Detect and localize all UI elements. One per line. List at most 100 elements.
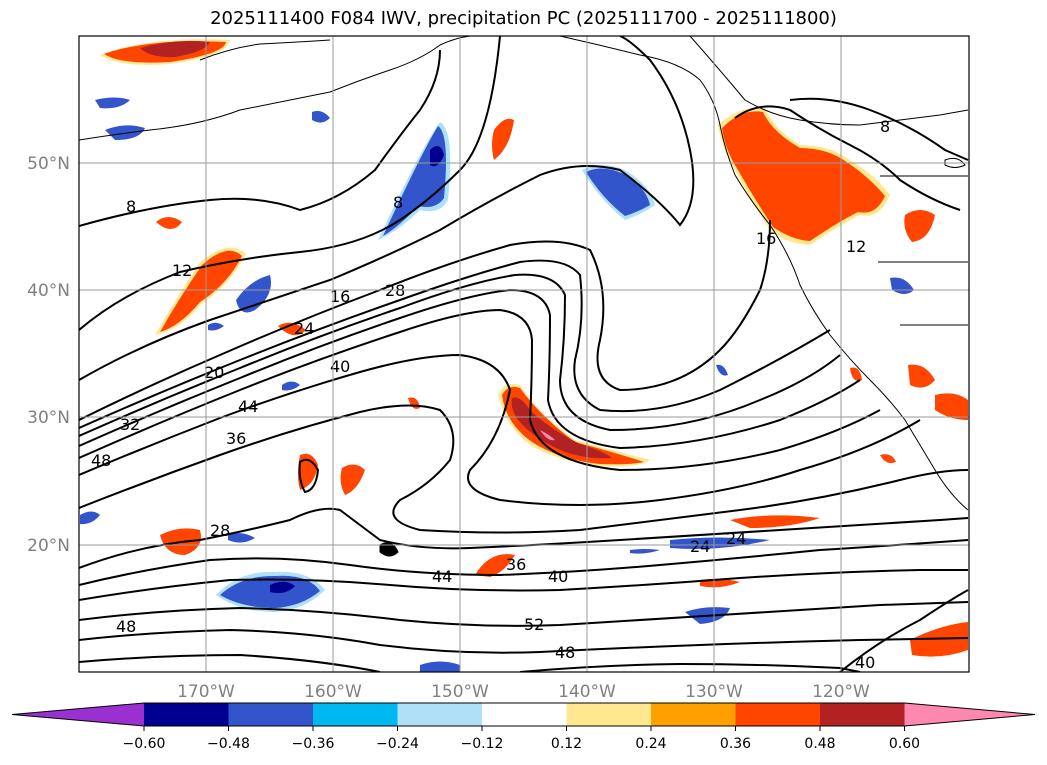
latitude-labels: 50°N 40°N 30°N 20°N bbox=[27, 154, 70, 556]
colorbar-tick-label: −0.12 bbox=[461, 736, 504, 752]
contour-label: 8 bbox=[393, 193, 403, 212]
precip-blob bbox=[160, 250, 242, 332]
lon-label: 120°W bbox=[812, 682, 870, 702]
precip-blob bbox=[722, 111, 885, 241]
contour-label: 24 bbox=[294, 319, 314, 338]
contour-label: 52 bbox=[524, 615, 544, 634]
iwv-contour bbox=[519, 662, 861, 672]
precip-blob bbox=[630, 549, 660, 554]
precip-blob bbox=[498, 383, 650, 467]
colorbar-segment bbox=[228, 703, 313, 726]
precip-blob bbox=[730, 515, 820, 528]
colorbar-tick-label: −0.36 bbox=[292, 736, 335, 752]
colorbar-extend-max bbox=[904, 703, 1035, 726]
contour-label: 8 bbox=[126, 197, 136, 216]
contour-label: 20 bbox=[204, 363, 224, 382]
precip-blob bbox=[208, 322, 224, 331]
precip-blob bbox=[156, 217, 182, 229]
contour-label: 32 bbox=[120, 415, 140, 434]
colorbar-segment bbox=[820, 703, 905, 726]
colorbar-tick-label: 0.48 bbox=[804, 736, 835, 752]
precip-blob bbox=[540, 430, 555, 441]
contour-label: 12 bbox=[172, 261, 192, 280]
contour-label: 44 bbox=[432, 567, 452, 586]
precip-blob bbox=[935, 393, 968, 420]
lat-label: 30°N bbox=[27, 408, 70, 428]
colorbar: −0.60 −0.48 −0.36 −0.24 −0.12 0.12 0.24 0.36 0.4… bbox=[11, 702, 1036, 752]
precip-blob bbox=[716, 364, 728, 376]
colorbar-tick-label: −0.60 bbox=[123, 736, 166, 752]
contour-label: 40 bbox=[330, 357, 350, 376]
contour-label: 16 bbox=[330, 287, 350, 306]
iwv-contour bbox=[79, 49, 441, 227]
lon-label: 170°W bbox=[177, 682, 235, 702]
map-title: 2025111400 F084 IWV, precipitation PC (2… bbox=[210, 8, 837, 29]
iwv-contour bbox=[298, 458, 320, 494]
longitude-labels: 170°W 160°W 150°W 140°W 130°W 120°W bbox=[177, 682, 870, 702]
contour-label: 36 bbox=[226, 429, 246, 448]
precip-blob bbox=[880, 454, 896, 464]
iwv-contour bbox=[79, 601, 969, 627]
lat-label: 20°N bbox=[27, 536, 70, 556]
iwv-contour bbox=[79, 353, 921, 506]
precip-blob bbox=[340, 464, 365, 495]
precip-blob bbox=[475, 554, 515, 577]
contour-label: 24 bbox=[690, 537, 710, 556]
precip-blob bbox=[80, 511, 100, 525]
iwv-contour bbox=[79, 404, 969, 534]
coastline bbox=[559, 36, 969, 511]
contour-label: 8 bbox=[880, 117, 890, 136]
iwv-contour bbox=[79, 259, 831, 429]
lat-label: 40°N bbox=[27, 281, 70, 301]
precip-blob bbox=[228, 533, 255, 543]
lon-label: 130°W bbox=[685, 682, 743, 702]
colorbar-tick-label: −0.48 bbox=[207, 736, 250, 752]
map-plot-area: 8 8 8 12 12 16 16 20 24 24 24 28 28 32 3… bbox=[79, 36, 969, 672]
map-background bbox=[79, 36, 969, 672]
coastline bbox=[379, 542, 399, 557]
precip-blob bbox=[270, 581, 295, 594]
coastlines bbox=[79, 36, 969, 557]
coastline bbox=[944, 157, 966, 168]
contour-label: 24 bbox=[726, 529, 746, 548]
contour-label: 48 bbox=[91, 451, 111, 470]
contour-label: 28 bbox=[210, 521, 230, 540]
precip-blob bbox=[420, 661, 460, 672]
iwv-contour bbox=[79, 36, 695, 381]
colorbar-segment bbox=[735, 703, 820, 726]
contour-label: 48 bbox=[555, 643, 575, 662]
contour-label: 36 bbox=[506, 555, 526, 574]
iwv-contour bbox=[79, 288, 861, 450]
contour-label: 40 bbox=[855, 653, 875, 672]
coastline bbox=[79, 36, 471, 141]
colorbar-tick-label: 0.24 bbox=[635, 736, 666, 752]
colorbar-segment bbox=[397, 703, 482, 726]
precip-blob bbox=[904, 210, 935, 242]
lat-label: 50°N bbox=[27, 154, 70, 174]
precip-blob bbox=[105, 125, 145, 140]
coastline bbox=[689, 36, 969, 126]
precip-blob bbox=[430, 146, 444, 167]
iwv-contour bbox=[79, 569, 968, 601]
lon-label: 160°W bbox=[304, 682, 362, 702]
precip-blob bbox=[278, 322, 306, 336]
iwv-contour bbox=[79, 628, 969, 654]
iwv-contour bbox=[79, 507, 969, 569]
lon-label: 150°W bbox=[431, 682, 489, 702]
precip-blob bbox=[850, 367, 862, 381]
colorbar-extend-min bbox=[12, 703, 144, 726]
precip-blob bbox=[312, 110, 330, 123]
iwv-contour-labels: 8 8 8 12 12 16 16 20 24 24 24 28 28 32 3… bbox=[91, 117, 890, 672]
contour-label: 40 bbox=[548, 567, 568, 586]
map-frame bbox=[78, 35, 970, 673]
iwv-contour bbox=[734, 105, 961, 211]
precip-negative-shading bbox=[80, 97, 914, 672]
precip-blob bbox=[492, 118, 514, 160]
colorbar-tick-label: −0.24 bbox=[376, 736, 419, 752]
precip-blob bbox=[282, 381, 300, 391]
lon-label: 140°W bbox=[558, 682, 616, 702]
precip-blob bbox=[95, 97, 130, 109]
colorbar-tick-label: 0.12 bbox=[551, 736, 582, 752]
precip-blob bbox=[586, 168, 650, 216]
